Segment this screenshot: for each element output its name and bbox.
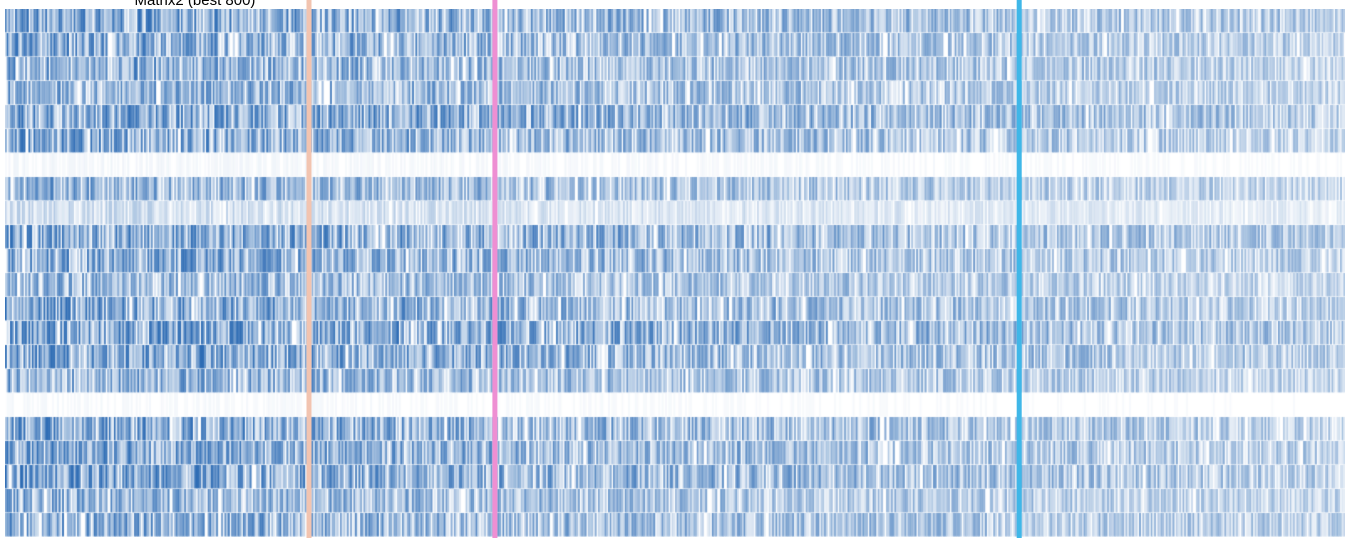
heatmap-cells bbox=[5, 9, 1345, 537]
highlight-columns-layer bbox=[306, 0, 1022, 538]
highlight-column-3 bbox=[1016, 0, 1022, 538]
chart-title: Matrix2 (best 800) bbox=[134, 0, 256, 9]
highlight-column-1 bbox=[306, 0, 312, 538]
highlight-column-2 bbox=[492, 0, 498, 538]
